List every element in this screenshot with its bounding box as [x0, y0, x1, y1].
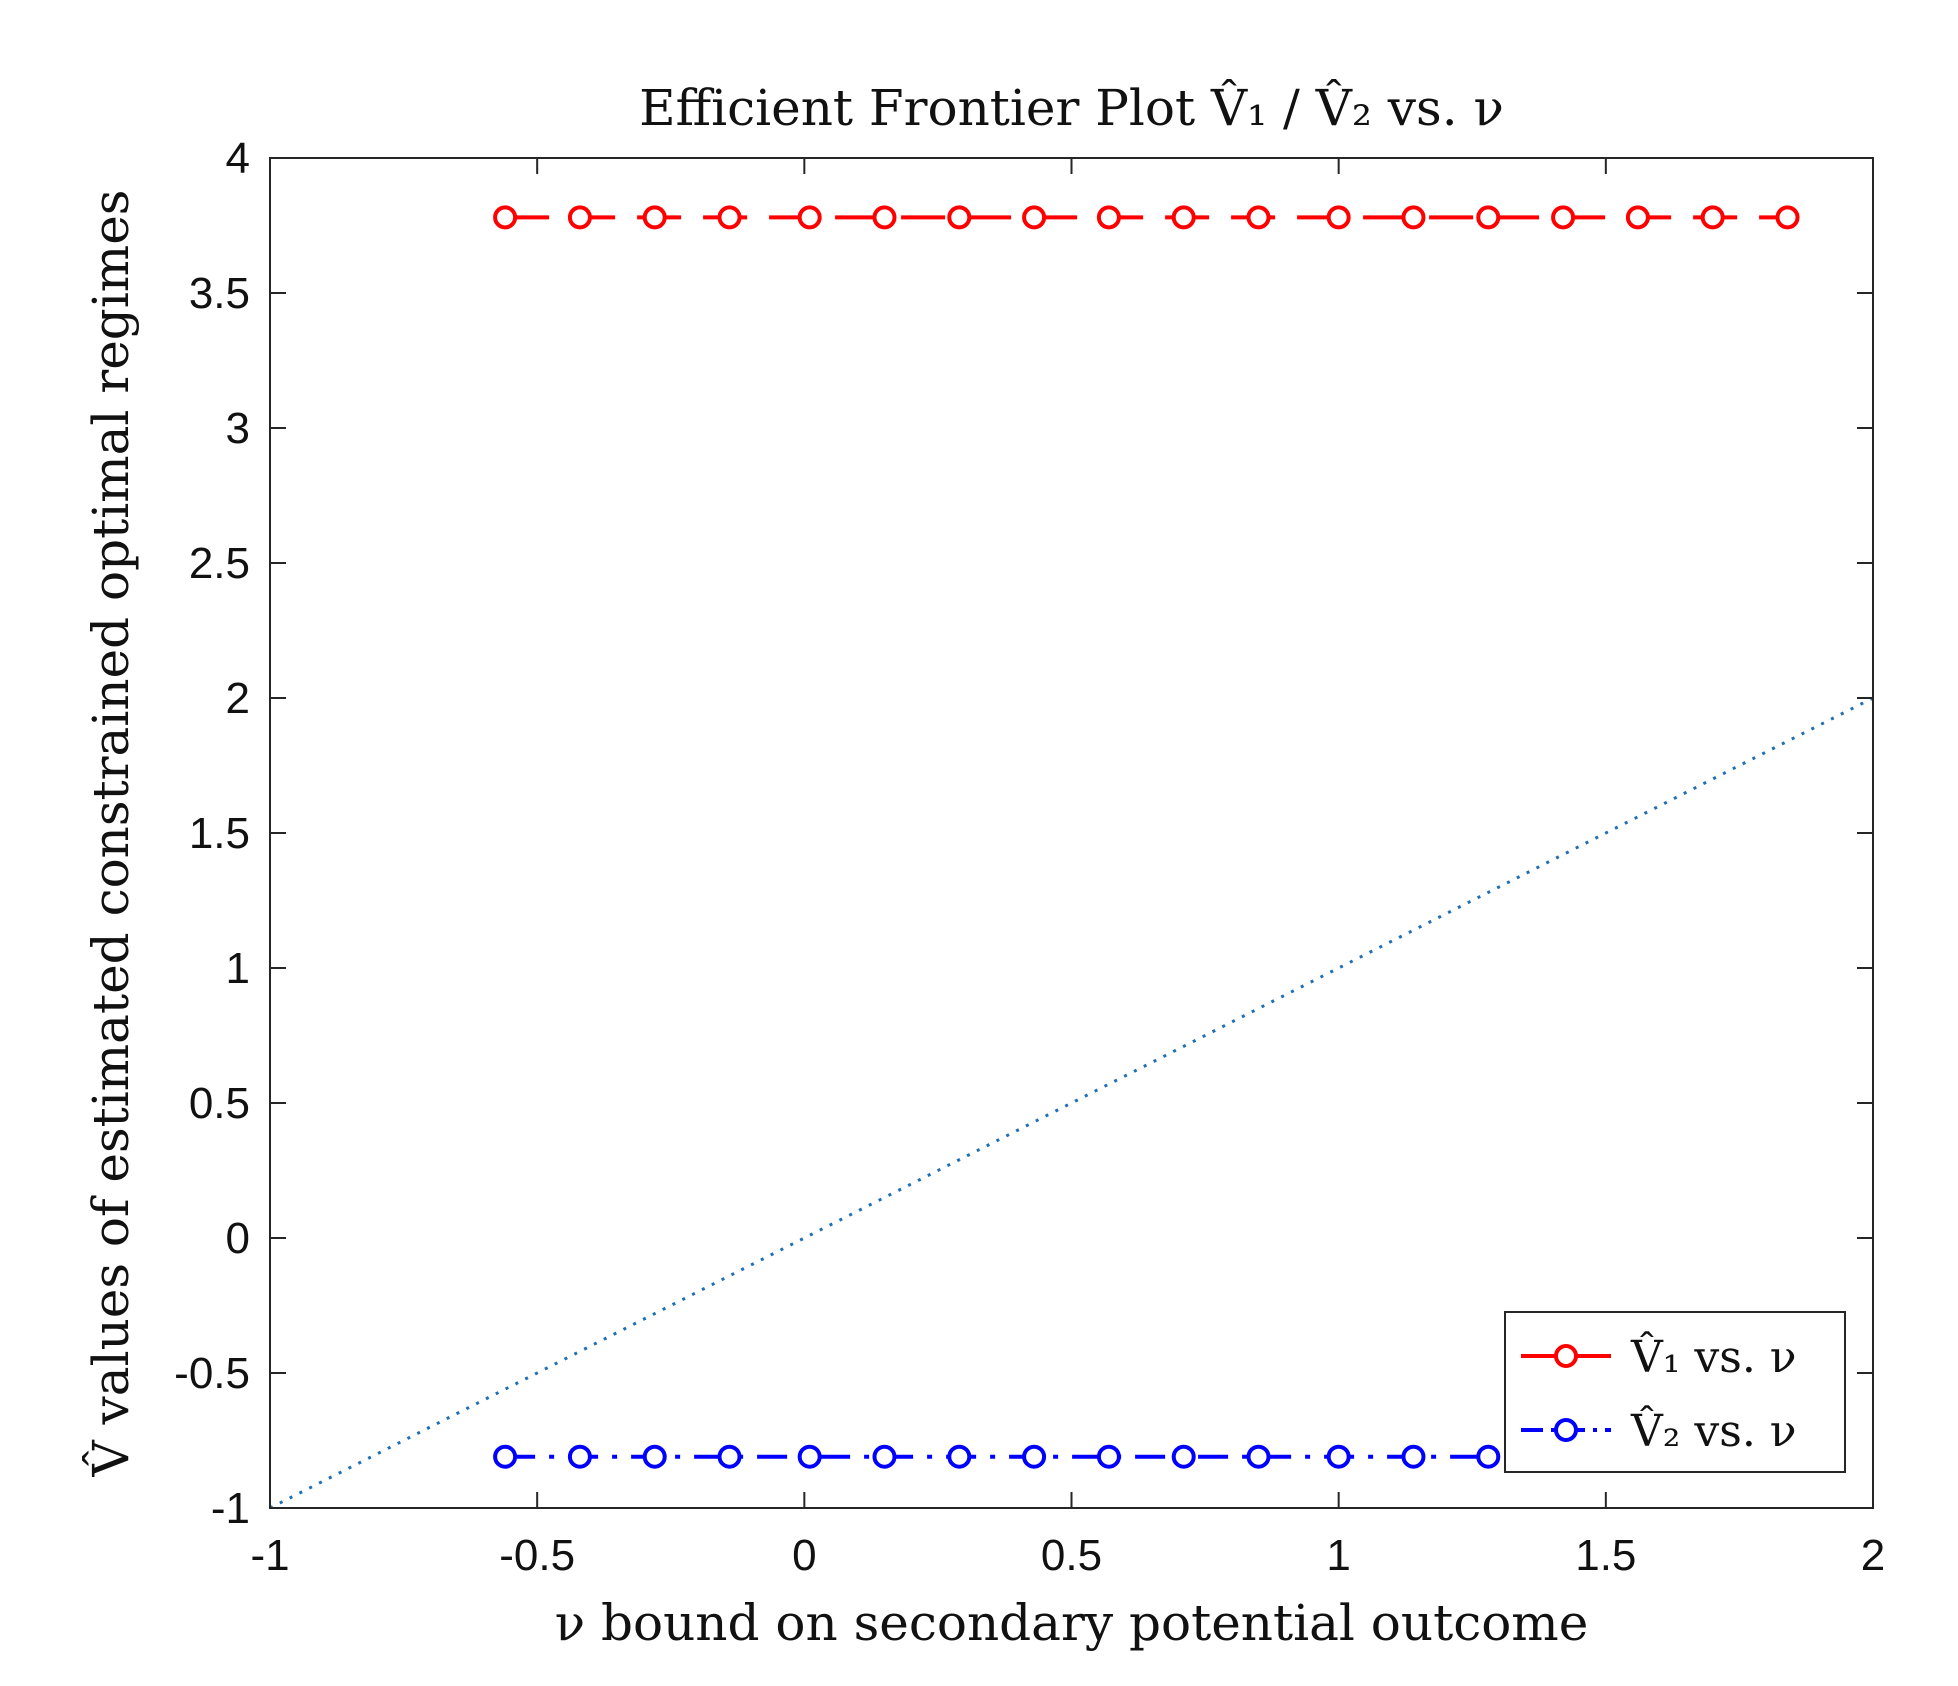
x-tick-label: 0	[792, 1531, 816, 1580]
series-2-point-2	[567, 1444, 592, 1469]
series-2-point-8	[1022, 1444, 1047, 1469]
y-tick-label: 3	[226, 404, 250, 453]
legend-label-2: V̂₂ vs. ν	[1630, 1404, 1797, 1457]
y-tick-label: 1	[226, 944, 250, 993]
legend-box	[1504, 1311, 1846, 1473]
x-tick-label: -0.5	[499, 1531, 575, 1580]
series-1-point-9	[1096, 205, 1121, 230]
x-tick-label: -1	[250, 1531, 289, 1580]
series-1-point-6	[872, 205, 897, 230]
y-tick-label: -0.5	[174, 1349, 250, 1398]
chart-text: Efficient Frontier Plot V̂₁ / V̂₂ vs. ν ν…	[81, 78, 1588, 1652]
series-1-point-5	[797, 205, 822, 230]
series-2-point-14	[1476, 1444, 1501, 1469]
plot-area	[270, 205, 1873, 1508]
series-1-point-17	[1700, 205, 1725, 230]
series-2-point-5	[797, 1444, 822, 1469]
y-tick-label: 3.5	[189, 269, 250, 318]
series-2-point-13	[1401, 1444, 1426, 1469]
series-1-point-1	[493, 205, 518, 230]
legend-label-1: V̂₁ vs. ν	[1630, 1330, 1797, 1383]
y-axis-label: V̂ values of estimated constrained optim…	[81, 190, 140, 1478]
series-1-point-4	[717, 205, 742, 230]
series-2-point-1	[493, 1444, 518, 1469]
y-tick-label: 0.5	[189, 1079, 250, 1128]
series-2-point-12	[1326, 1444, 1351, 1469]
series-2-point-4	[717, 1444, 742, 1469]
series-1-point-11	[1246, 205, 1271, 230]
series-line-3	[270, 696, 1873, 1508]
series-1-point-12	[1326, 205, 1351, 230]
series-1-point-16	[1625, 205, 1650, 230]
x-tick-label: 1	[1326, 1531, 1350, 1580]
series-1-point-10	[1171, 205, 1196, 230]
x-axis-label: ν bound on secondary potential outcome	[555, 1594, 1589, 1652]
series-1-point-13	[1401, 205, 1426, 230]
axes: -1 -0.5 0 0.5 1 1.5 2 -1 -0.5 0 0.5 1 1.5 2 2.5 3 3.5 4	[174, 134, 1885, 1580]
x-tick-label: 1.5	[1575, 1531, 1636, 1580]
axes-box	[269, 157, 1874, 1509]
series-2-point-9	[1096, 1444, 1121, 1469]
legend-marker-1	[1554, 1344, 1578, 1368]
y-tick-label: 2.5	[189, 539, 250, 588]
series-2-point-3	[642, 1444, 667, 1469]
series-1-point-15	[1551, 205, 1576, 230]
series-1-point-14	[1476, 205, 1501, 230]
y-tick-label: 0	[226, 1214, 250, 1263]
legend-marker-2	[1554, 1418, 1578, 1442]
x-tick-label: 0.5	[1041, 1531, 1102, 1580]
y-tick-label: 1.5	[189, 809, 250, 858]
series-1-point-18	[1775, 205, 1800, 230]
series-1-point-3	[642, 205, 667, 230]
x-tick-label: 2	[1861, 1531, 1885, 1580]
series-2-point-7	[947, 1444, 972, 1469]
series-2-point-11	[1246, 1444, 1271, 1469]
series-2-point-6	[872, 1444, 897, 1469]
series-1-point-7	[947, 205, 972, 230]
y-tick-label: 4	[226, 134, 250, 183]
chart-title: Efficient Frontier Plot V̂₁ / V̂₂ vs. ν	[639, 78, 1504, 137]
legend: V̂₁ vs. ν V̂₂ vs. ν	[1504, 1311, 1846, 1473]
series-1-point-8	[1022, 205, 1047, 230]
series-1-point-2	[567, 205, 592, 230]
y-tick-label: -1	[211, 1484, 250, 1533]
y-tick-label: 2	[226, 674, 250, 723]
series-2-point-10	[1171, 1444, 1196, 1469]
